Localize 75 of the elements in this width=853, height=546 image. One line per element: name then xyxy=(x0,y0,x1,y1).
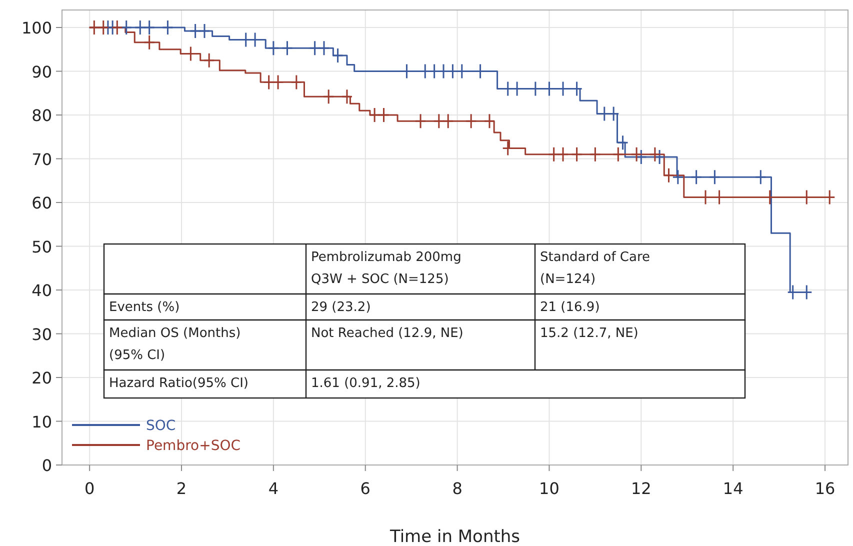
point xyxy=(309,40,321,56)
point xyxy=(198,23,210,39)
x-tick-label: 2 xyxy=(176,479,187,498)
annotation: Pembrolizumab 200mg Q3W + SOC (N=125) xyxy=(311,250,462,287)
point xyxy=(754,169,766,185)
x-tick-label: 4 xyxy=(268,479,279,498)
y-tick-label: 40 xyxy=(32,281,52,300)
x-tick-label: 12 xyxy=(630,479,652,498)
point xyxy=(322,88,334,104)
point xyxy=(649,146,661,162)
point xyxy=(378,107,390,123)
x-axis-title: Time in Months xyxy=(388,527,520,546)
point xyxy=(548,146,560,162)
point xyxy=(635,149,647,165)
legend-label: SOC xyxy=(146,418,176,434)
annotation: Hazard Ratio(95% CI) xyxy=(109,376,248,391)
point xyxy=(190,23,202,39)
point xyxy=(433,113,445,129)
y-tick-label: 90 xyxy=(32,62,52,82)
point xyxy=(144,20,156,36)
x-tick-label: 6 xyxy=(360,479,370,498)
annotation: 15.2 (12.7, NE) xyxy=(540,326,638,341)
annotation: Events (%) xyxy=(109,300,180,315)
x-tick-label: 10 xyxy=(539,479,560,498)
y-tick-label: 0 xyxy=(42,456,52,475)
point xyxy=(263,74,275,90)
point xyxy=(268,40,280,56)
y-tick-label: 100 xyxy=(21,18,52,38)
point xyxy=(442,113,454,129)
point xyxy=(144,34,156,50)
point xyxy=(281,40,293,56)
y-tick-label: 20 xyxy=(32,368,52,388)
x-tick-label: 14 xyxy=(722,479,744,498)
point xyxy=(341,88,353,104)
y-tick-label: 30 xyxy=(32,324,52,344)
point xyxy=(290,74,302,90)
y-tick-label: 10 xyxy=(32,412,52,432)
point xyxy=(662,168,674,184)
annotation: Median OS (Months) (95% CI) xyxy=(109,326,241,363)
point xyxy=(318,40,330,56)
y-tick-label: 60 xyxy=(32,194,52,212)
point xyxy=(690,169,702,185)
point xyxy=(134,20,146,36)
point xyxy=(630,146,642,162)
annotation: 21 (16.9) xyxy=(540,300,600,315)
point xyxy=(484,113,496,129)
y-tick-label: 50 xyxy=(32,237,52,256)
point xyxy=(332,48,344,64)
point xyxy=(111,20,123,36)
point xyxy=(672,169,684,185)
annotation: Standard of Care (N=124) xyxy=(540,250,650,287)
annotation: 29 (23.2) xyxy=(311,300,371,315)
point xyxy=(414,113,426,129)
legend-label: Pembro+SOC xyxy=(146,438,241,454)
y-tick-label: 80 xyxy=(32,106,52,125)
point xyxy=(98,20,110,36)
x-tick-label: 16 xyxy=(814,479,836,498)
point xyxy=(557,146,569,162)
point xyxy=(589,146,601,162)
annotation: 1.61 (0.91, 2.85) xyxy=(311,376,420,391)
point xyxy=(654,149,666,165)
point xyxy=(708,169,720,185)
point xyxy=(465,113,477,129)
point xyxy=(612,146,624,162)
x-tick-label: 8 xyxy=(452,479,462,498)
point xyxy=(203,52,215,68)
point xyxy=(368,107,380,123)
point xyxy=(617,134,629,150)
y-tick-label: 70 xyxy=(32,150,52,169)
point xyxy=(162,20,174,36)
point xyxy=(571,146,583,162)
x-tick-label: 0 xyxy=(84,479,95,498)
point xyxy=(120,20,132,36)
point xyxy=(272,74,284,90)
annotation: Not Reached (12.9, NE) xyxy=(311,326,464,341)
